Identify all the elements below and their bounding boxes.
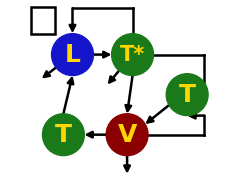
Bar — [31, 7, 55, 34]
Text: T: T — [55, 123, 72, 147]
Circle shape — [112, 34, 153, 76]
Text: T*: T* — [120, 45, 145, 65]
Circle shape — [52, 34, 93, 76]
Text: V: V — [118, 123, 137, 147]
Circle shape — [106, 114, 148, 156]
Circle shape — [166, 74, 208, 116]
Text: T: T — [179, 83, 196, 107]
Text: L: L — [65, 43, 80, 67]
Circle shape — [42, 114, 84, 156]
